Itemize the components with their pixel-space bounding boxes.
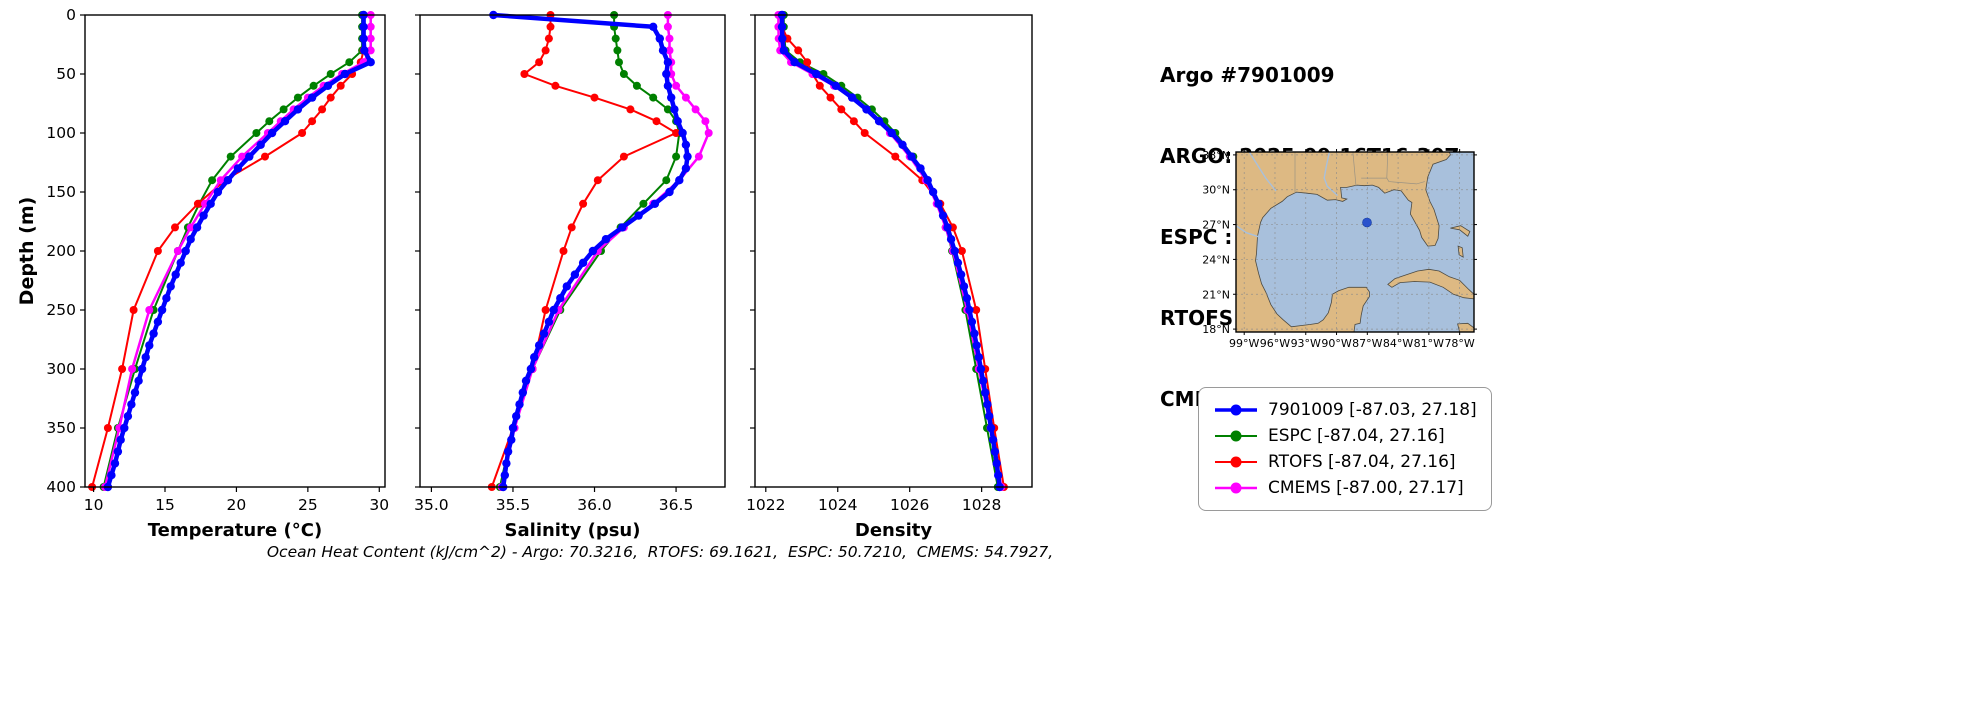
svg-text:1028: 1028	[962, 496, 1001, 514]
svg-text:25: 25	[298, 496, 318, 514]
legend-marker-icon	[1215, 456, 1257, 468]
svg-text:84°W: 84°W	[1383, 337, 1413, 350]
svg-text:300: 300	[46, 360, 76, 378]
legend-marker-icon	[1215, 482, 1257, 494]
legend-marker-icon	[1215, 404, 1257, 416]
svg-text:400: 400	[46, 478, 76, 496]
svg-text:99°W: 99°W	[1229, 337, 1259, 350]
svg-text:96°W: 96°W	[1260, 337, 1290, 350]
legend-item-0: 7901009 [-87.03, 27.18]	[1213, 397, 1477, 423]
svg-text:30°N: 30°N	[1202, 184, 1230, 197]
float-position-marker	[1362, 217, 1372, 228]
svg-text:18°N: 18°N	[1202, 323, 1230, 336]
salinity-profile-plot: 35.0 35.5 36.0 36.5 Salinity (psu)	[414, 10, 726, 541]
svg-text:33°N: 33°N	[1202, 149, 1230, 162]
svg-text:150: 150	[46, 183, 76, 201]
legend-item-1: ESPC [-87.04, 27.16]	[1213, 423, 1477, 449]
svg-text:350: 350	[46, 419, 76, 437]
svg-text:93°W: 93°W	[1291, 337, 1321, 350]
svg-text:1024: 1024	[818, 496, 857, 514]
svg-text:1022: 1022	[746, 496, 785, 514]
location-map: 99°W 96°W 93°W 90°W 87°W 84°W 81°W 78°W 33°N 30°N…	[1202, 149, 1477, 350]
legend-label: RTOFS [-87.04, 27.16]	[1268, 452, 1456, 472]
svg-text:35.0: 35.0	[414, 496, 449, 514]
svg-text:10: 10	[84, 496, 104, 514]
float-title: Argo #7901009	[1160, 63, 1335, 87]
svg-text:30: 30	[369, 496, 389, 514]
svg-text:15: 15	[155, 496, 175, 514]
legend-marker-icon	[1215, 430, 1257, 442]
svg-text:100: 100	[46, 124, 76, 142]
legend: 7901009 [-87.03, 27.18] ESPC [-87.04, 27.…	[1198, 387, 1492, 511]
svg-text:Salinity (psu): Salinity (psu)	[505, 520, 641, 541]
svg-text:Density: Density	[855, 520, 932, 541]
svg-text:81°W: 81°W	[1414, 337, 1444, 350]
legend-item-2: RTOFS [-87.04, 27.16]	[1213, 449, 1477, 475]
svg-text:78°W: 78°W	[1444, 337, 1474, 350]
svg-text:21°N: 21°N	[1202, 288, 1230, 301]
ocean-heat-content-caption: Ocean Heat Content (kJ/cm^2) - Argo: 70.…	[266, 543, 1054, 561]
svg-text:24°N: 24°N	[1202, 253, 1230, 266]
svg-text:1026: 1026	[890, 496, 929, 514]
svg-text:35.5: 35.5	[496, 496, 531, 514]
svg-text:36.5: 36.5	[659, 496, 694, 514]
svg-text:87°W: 87°W	[1352, 337, 1382, 350]
svg-text:0: 0	[66, 6, 76, 24]
svg-text:36.0: 36.0	[577, 496, 612, 514]
temperature-profile-plot: 10 15 20 25 30050100150200250300350400Temper…	[46, 6, 389, 541]
density-profile-plot: 1022 1024 1026 1028 Density	[746, 10, 1033, 541]
svg-text:200: 200	[46, 242, 76, 260]
svg-text:27°N: 27°N	[1202, 219, 1230, 232]
legend-item-3: CMEMS [-87.00, 27.17]	[1213, 475, 1477, 501]
svg-text:20: 20	[227, 496, 247, 514]
legend-label: 7901009 [-87.03, 27.18]	[1268, 400, 1477, 420]
svg-text:250: 250	[46, 301, 76, 319]
legend-label: CMEMS [-87.00, 27.17]	[1268, 478, 1464, 498]
legend-label: ESPC [-87.04, 27.16]	[1268, 426, 1445, 446]
svg-text:Temperature (°C): Temperature (°C)	[148, 520, 322, 541]
y-axis-label: Depth (m)	[16, 196, 38, 306]
svg-text:50: 50	[56, 65, 76, 83]
svg-text:90°W: 90°W	[1321, 337, 1351, 350]
